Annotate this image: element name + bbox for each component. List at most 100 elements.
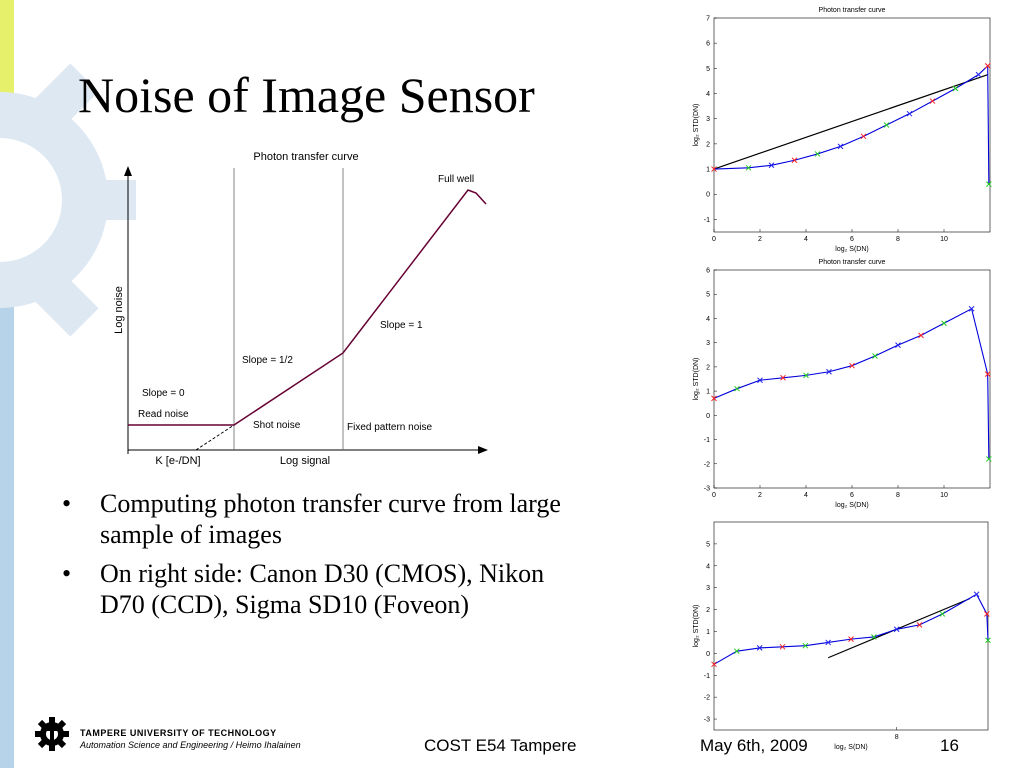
data-point-marker [985, 637, 991, 644]
y-axis-label: Log noise [113, 286, 125, 334]
data-point-marker [985, 456, 992, 462]
y-tick-label: 0 [706, 192, 710, 199]
data-point-marker [916, 622, 923, 628]
marker-stroke [802, 642, 809, 649]
ptc-series-line [713, 593, 989, 665]
bullet-item: • Computing photon transfer curve from la… [62, 488, 582, 550]
footer-date: May 6th, 2009 [700, 736, 808, 755]
data-point-marker [893, 626, 900, 633]
y-tick-label: 0 [706, 651, 710, 658]
y-tick-label: 3 [706, 585, 710, 592]
marker-stroke [984, 371, 991, 378]
data-point-marker [860, 133, 867, 140]
marker-stroke [975, 71, 982, 78]
data-point-marker [745, 164, 752, 171]
data-point-marker [814, 151, 821, 157]
label-read-noise: Read noise [138, 409, 189, 420]
data-point-marker [895, 342, 901, 348]
data-point-marker [985, 181, 992, 188]
bullet-text: Computing photon transfer curve from lar… [100, 489, 561, 549]
y-tick-label: -2 [704, 695, 710, 702]
footer-department: Automation Science and Engineering / Hei… [80, 740, 301, 750]
y-tick-label: 2 [706, 141, 710, 148]
x-axis-label: log₂ S(DN) [835, 502, 868, 509]
nikon-d70-ptc-chart: Photon transfer curve 0 2 4 6 8 10 -3 -2 -1 0 1 2 3 4 5… [693, 259, 992, 509]
marker-stroke [756, 645, 763, 651]
bullet-text: On right side: Canon D30 (CMOS), Nikon D… [100, 559, 545, 619]
y-axis-label: log₂ STD(DN) [693, 605, 700, 648]
marker-stroke [826, 368, 832, 375]
footer-event: COST E54 Tampere [424, 736, 577, 755]
x-axis-arrow [478, 446, 488, 454]
data-point-marker [734, 385, 740, 392]
marker-stroke [883, 122, 890, 128]
marker-stroke [870, 634, 877, 640]
accent-bar-blue [0, 224, 14, 768]
data-point-marker [973, 591, 980, 598]
x-tick-label: 6 [850, 492, 854, 499]
data-point-marker [711, 166, 717, 172]
x-tick-label: 6 [850, 236, 854, 243]
mini-chart-title: Photon transfer curve [819, 259, 886, 266]
data-point-marker [825, 639, 832, 646]
ptc-curve [128, 189, 487, 426]
marker-stroke [968, 305, 975, 312]
fit-line [827, 598, 970, 659]
marker-stroke [848, 636, 854, 642]
plot-frame [713, 521, 989, 731]
bullet-item: • On right side: Canon D30 (CMOS), Nikon … [62, 558, 582, 620]
marker-stroke [745, 164, 752, 171]
marker-stroke [849, 362, 855, 369]
y-tick-label: 1 [706, 389, 710, 396]
label-slope-half: Slope = 1/2 [242, 355, 293, 366]
data-point-marker [918, 332, 924, 339]
data-point-marker [756, 645, 763, 651]
data-point-marker [802, 642, 809, 649]
data-point-marker [883, 122, 890, 128]
y-tick-label: -1 [704, 673, 710, 680]
data-point-marker [711, 661, 717, 668]
marker-stroke [939, 611, 946, 617]
y-tick-label: -1 [704, 437, 710, 444]
x-tick-label: 8 [895, 734, 899, 741]
data-point-marker [791, 157, 798, 164]
marker-stroke [768, 162, 775, 169]
data-point-marker [733, 648, 740, 655]
marker-stroke [984, 62, 991, 69]
data-point-marker [779, 643, 786, 650]
ptc-series-line [713, 64, 990, 185]
marker-stroke [837, 143, 844, 150]
data-point-marker [757, 377, 763, 384]
x-tick-label: 8 [896, 236, 900, 243]
data-point-marker [952, 85, 959, 92]
label-fixed-pattern-noise: Fixed pattern noise [347, 422, 432, 433]
data-point-marker [711, 395, 717, 402]
x-tick-label: 10 [940, 492, 948, 499]
y-tick-label: 1 [706, 167, 710, 174]
gear-watermark [0, 63, 136, 337]
canon-d30-ptc-chart: Photon transfer curve 0 2 4 6 8 10 -1 0 1 2 3 4 5 6 7 lo… [693, 7, 992, 253]
y-tick-label: 5 [706, 292, 710, 299]
label-slope-0: Slope = 0 [142, 388, 185, 399]
x-axis-label: log₂ S(DN) [835, 246, 868, 253]
y-axis-label: log₂ STD(DN) [693, 104, 700, 147]
data-point-marker [826, 368, 832, 375]
marker-stroke [984, 611, 990, 617]
y-tick-label: 5 [706, 541, 710, 548]
data-point-marker [968, 305, 975, 312]
y-tick-label: 2 [706, 364, 710, 371]
x-tick-label: 8 [896, 492, 900, 499]
label-shot-noise: Shot noise [253, 420, 301, 431]
marker-stroke [872, 353, 878, 359]
y-tick-label: 6 [706, 41, 710, 48]
y-tick-label: 1 [706, 629, 710, 636]
x-tick-label: 0 [712, 492, 716, 499]
y-tick-label: 4 [706, 563, 710, 570]
marker-stroke [893, 626, 900, 633]
marker-stroke [779, 643, 786, 650]
x-tick-label: 2 [758, 492, 762, 499]
y-tick-label: 5 [706, 66, 710, 73]
chart-title: Photon transfer curve [253, 151, 358, 163]
footer-university: TAMPERE UNIVERSITY OF TECHNOLOGY [80, 728, 277, 738]
x-axis-label: Log signal [280, 455, 330, 467]
